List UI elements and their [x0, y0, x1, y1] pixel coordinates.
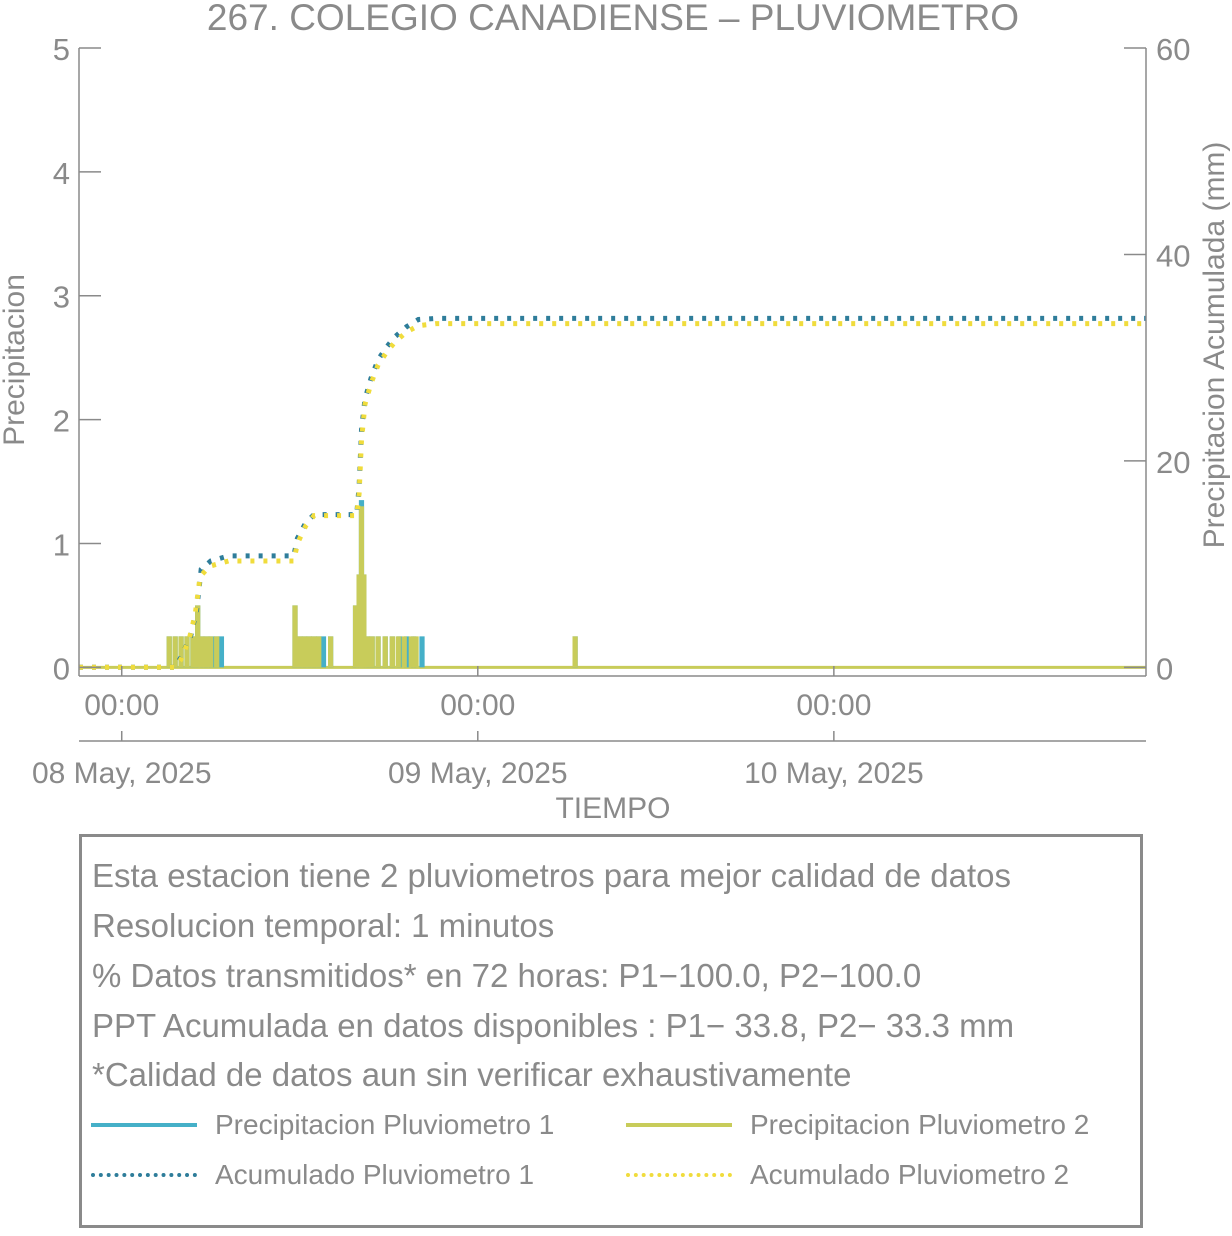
legend-swatch [91, 1123, 197, 1127]
y-tick-label: 4 [53, 156, 70, 191]
y-tick-label: 1 [53, 527, 70, 562]
precip-bar-p2 [301, 636, 308, 668]
x-tick-time-label: 00:00 [796, 689, 871, 722]
precip-bar-p2 [413, 636, 419, 668]
precip-bar-p2 [375, 636, 381, 668]
precip-bar-p2 [311, 636, 317, 668]
x-axis-label: TIEMPO [555, 792, 670, 825]
precip-bar-p2 [395, 636, 401, 668]
legend-label: Precipitacion Pluviometro 2 [750, 1109, 1090, 1140]
y-tick-label: 3 [53, 280, 70, 315]
precip-bar-p2 [316, 636, 322, 668]
precip-bar-p2 [198, 636, 204, 668]
chart-title: 267. COLEGIO CANADIENSE – PLUVIOMETRO [207, 0, 1019, 38]
precip-bar-p2 [369, 636, 375, 668]
y-tick-label: 2 [53, 404, 70, 439]
precip-bar-p2 [572, 636, 578, 668]
precip-bar-p2 [190, 636, 196, 668]
precip-bar-p2 [352, 605, 359, 668]
legend-item-accum-p1: Acumulado Pluviometro 1 [91, 1159, 534, 1191]
precip-bar-p2 [195, 605, 201, 668]
precip-bar-p1 [419, 636, 425, 668]
precip-bar-p2 [401, 636, 407, 668]
y2-tick-label: 60 [1156, 32, 1190, 67]
y-tick-label: 0 [53, 651, 70, 686]
precip-bar-p2 [166, 636, 172, 668]
precip-bar-p2 [382, 636, 388, 668]
precip-bar-p2 [184, 636, 190, 668]
precip-bar-p2 [214, 636, 220, 668]
y-tick-label: 5 [53, 32, 70, 67]
x-tick-time-label: 00:00 [84, 689, 159, 722]
legend-item-precip-p2: Precipitacion Pluviometro 2 [626, 1109, 1089, 1141]
precip-bar-p2 [328, 636, 334, 668]
precip-bar-p2 [178, 636, 184, 668]
precip-bar-p1 [320, 636, 327, 668]
precip-bar-p1 [218, 636, 225, 668]
precip-bar-p2 [364, 636, 371, 668]
precip-bar-p2 [203, 636, 209, 668]
legend-item-precip-p1: Precipitacion Pluviometro 1 [91, 1109, 554, 1141]
accum-line-p1 [79, 315, 1146, 670]
legend-swatch [626, 1123, 732, 1127]
y2-tick-label: 0 [1156, 651, 1173, 686]
x-tick-date-label: 10 May, 2025 [744, 757, 924, 790]
legend-label: Acumulado Pluviometro 2 [750, 1159, 1070, 1190]
note-line: *Calidad de datos aun sin verificar exha… [92, 1056, 852, 1093]
legend-swatch [91, 1173, 197, 1177]
rain-chart: 267. COLEGIO CANADIENSE – PLUVIOMETRO 0 1… [0, 0, 1231, 825]
x-tick-date-label: 08 May, 2025 [32, 757, 212, 790]
legend-label: Precipitacion Pluviometro 1 [215, 1109, 555, 1140]
precip-bar-p2 [389, 636, 395, 668]
x-tick-time-label: 00:00 [440, 689, 515, 722]
precip-bar-p2 [208, 636, 214, 668]
y2-axis-label: Precipitacion Acumulada (mm) [1198, 142, 1231, 549]
axes: 0 1 2 3 4 5 0 20 40 60 00:00 08 May, 2025 00:00 09 Ma… [32, 32, 1191, 790]
plot-area [79, 315, 1146, 670]
precip-bar-p2 [172, 636, 178, 668]
legend-swatch [626, 1173, 732, 1177]
note-line: Resolucion temporal: 1 minutos [92, 907, 555, 944]
info-box: Esta estacion tiene 2 pluviometros para … [79, 834, 1143, 1228]
precip-bar-p2 [306, 636, 312, 668]
legend-label: Acumulado Pluviometro 1 [215, 1159, 535, 1190]
note-line: Esta estacion tiene 2 pluviometros para … [92, 857, 1012, 894]
precip-bar-p2 [361, 574, 367, 668]
precip-bar-p2 [292, 605, 298, 668]
x-tick-date-label: 09 May, 2025 [388, 757, 568, 790]
note-line: % Datos transmitidos* en 72 horas: P1−10… [92, 957, 922, 994]
precip-bar-p2 [297, 636, 303, 668]
note-line: PPT Acumulada en datos disponibles : P1−… [92, 1007, 1015, 1044]
y-axis-label: Precipitacion [0, 274, 31, 446]
precip-bar-p2 [408, 636, 414, 668]
legend-item-accum-p2: Acumulado Pluviometro 2 [626, 1159, 1069, 1191]
y2-tick-label: 20 [1156, 445, 1190, 480]
y2-tick-label: 40 [1156, 238, 1190, 273]
accum-line-p2 [79, 321, 1146, 670]
